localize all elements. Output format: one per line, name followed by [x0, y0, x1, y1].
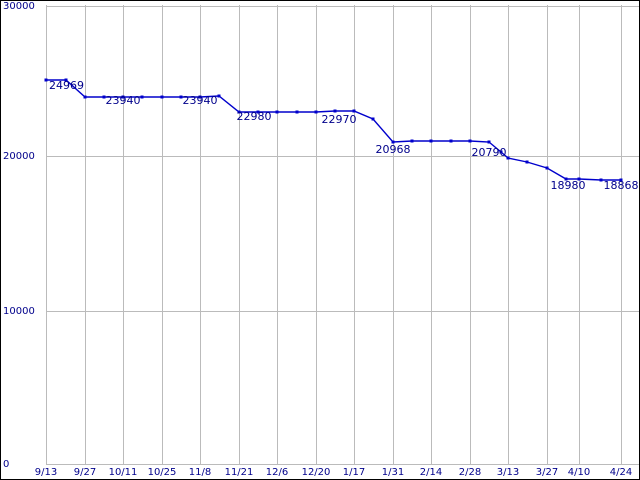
data-point-marker	[468, 139, 472, 143]
price-line-series	[46, 79, 621, 181]
data-point-marker	[599, 178, 603, 182]
point-value-label: 20968	[375, 143, 411, 156]
data-point-marker	[237, 110, 241, 114]
point-value-label: 23940	[105, 94, 141, 107]
x-axis-tick: 10/25	[147, 467, 177, 478]
data-point-marker	[140, 95, 144, 99]
data-point-marker	[198, 95, 202, 99]
data-point-marker	[256, 110, 260, 114]
data-point-marker	[525, 160, 529, 164]
data-point-marker	[499, 150, 503, 154]
data-point-marker	[333, 109, 337, 113]
data-point-marker	[121, 95, 125, 99]
data-point-marker	[487, 140, 491, 144]
y-axis-tick-0: 0	[3, 459, 10, 470]
data-point-marker	[577, 177, 581, 181]
data-point-marker	[179, 95, 183, 99]
y-axis-tick-20000: 20000	[3, 151, 35, 162]
data-point-marker	[275, 110, 279, 114]
data-point-marker	[295, 110, 299, 114]
data-point-marker	[64, 78, 68, 82]
x-axis-tick: 3/13	[496, 467, 520, 478]
data-point-marker	[429, 139, 433, 143]
point-value-label: 23940	[182, 94, 218, 107]
point-value-label: 22980	[236, 110, 272, 123]
point-value-label: 18868	[603, 179, 639, 192]
x-axis-tick: 4/10	[567, 467, 591, 478]
data-point-marker	[102, 95, 106, 99]
x-axis-tick: 3/27	[535, 467, 559, 478]
horizontal-gridlines	[46, 6, 639, 465]
point-value-label: 18980	[550, 179, 586, 192]
x-axis-tick: 10/11	[108, 467, 138, 478]
data-point-marker	[371, 117, 375, 121]
x-axis-tick: 12/6	[265, 467, 289, 478]
point-value-label: 20790	[471, 146, 507, 159]
x-axis-tick: 1/31	[381, 467, 405, 478]
vertical-gridlines	[46, 5, 622, 464]
x-axis-tick: 12/20	[301, 467, 331, 478]
data-point-marker	[44, 78, 48, 82]
x-axis-tick: 9/13	[34, 467, 58, 478]
data-point-marker	[506, 156, 510, 160]
x-axis-tick: 11/21	[224, 467, 254, 478]
data-point-marker	[314, 110, 318, 114]
data-point-marker	[391, 140, 395, 144]
data-point-marker	[564, 177, 568, 181]
data-point-marker	[217, 94, 221, 98]
x-axis-tick: 1/17	[342, 467, 366, 478]
point-value-label: 24969	[49, 79, 84, 92]
data-point-marker	[352, 109, 356, 113]
data-point-marker	[449, 139, 453, 143]
price-data-markers	[44, 78, 623, 182]
x-axis-tick: 4/24	[609, 467, 633, 478]
x-axis-tick: 2/28	[458, 467, 482, 478]
data-point-marker	[160, 95, 164, 99]
data-point-marker	[410, 139, 414, 143]
x-axis-tick: 11/8	[188, 467, 212, 478]
point-value-label: 22970	[321, 113, 357, 126]
data-point-marker	[83, 95, 87, 99]
x-axis-tick: 2/14	[419, 467, 443, 478]
x-axis-tick: 9/27	[73, 467, 97, 478]
y-axis-tick-10000: 10000	[3, 306, 35, 317]
y-axis-tick-30000: 30000	[3, 1, 35, 12]
data-point-marker	[545, 166, 549, 170]
data-point-marker	[619, 178, 623, 182]
